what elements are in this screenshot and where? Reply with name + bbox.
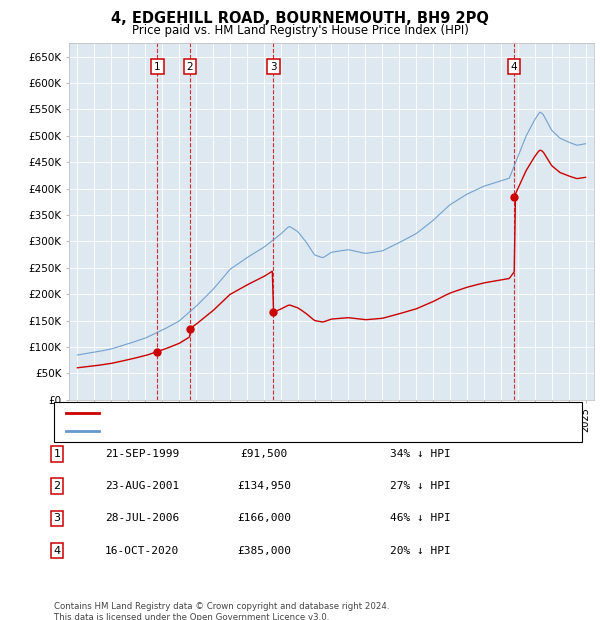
Text: £166,000: £166,000 — [237, 513, 291, 523]
Text: 1: 1 — [53, 449, 61, 459]
Text: Contains HM Land Registry data © Crown copyright and database right 2024.: Contains HM Land Registry data © Crown c… — [54, 602, 389, 611]
Text: 2: 2 — [187, 61, 193, 71]
Text: 34% ↓ HPI: 34% ↓ HPI — [390, 449, 451, 459]
Text: Price paid vs. HM Land Registry's House Price Index (HPI): Price paid vs. HM Land Registry's House … — [131, 24, 469, 37]
Text: 23-AUG-2001: 23-AUG-2001 — [105, 481, 179, 491]
Text: HPI: Average price, detached house, Bournemouth Christchurch and Poole: HPI: Average price, detached house, Bour… — [105, 426, 493, 436]
Text: 46% ↓ HPI: 46% ↓ HPI — [390, 513, 451, 523]
Text: £134,950: £134,950 — [237, 481, 291, 491]
Text: 4: 4 — [53, 546, 61, 556]
Text: 3: 3 — [53, 513, 61, 523]
Text: 3: 3 — [270, 61, 277, 71]
Text: 4, EDGEHILL ROAD, BOURNEMOUTH, BH9 2PQ (detached house): 4, EDGEHILL ROAD, BOURNEMOUTH, BH9 2PQ (… — [105, 408, 440, 418]
Text: 4: 4 — [511, 61, 518, 71]
Text: 21-SEP-1999: 21-SEP-1999 — [105, 449, 179, 459]
Text: 1: 1 — [154, 61, 161, 71]
Text: 27% ↓ HPI: 27% ↓ HPI — [390, 481, 451, 491]
Text: 4, EDGEHILL ROAD, BOURNEMOUTH, BH9 2PQ: 4, EDGEHILL ROAD, BOURNEMOUTH, BH9 2PQ — [111, 11, 489, 26]
Text: This data is licensed under the Open Government Licence v3.0.: This data is licensed under the Open Gov… — [54, 613, 329, 620]
Text: 20% ↓ HPI: 20% ↓ HPI — [390, 546, 451, 556]
Text: 16-OCT-2020: 16-OCT-2020 — [105, 546, 179, 556]
Text: 2: 2 — [53, 481, 61, 491]
Text: 28-JUL-2006: 28-JUL-2006 — [105, 513, 179, 523]
Text: £385,000: £385,000 — [237, 546, 291, 556]
Text: £91,500: £91,500 — [241, 449, 287, 459]
